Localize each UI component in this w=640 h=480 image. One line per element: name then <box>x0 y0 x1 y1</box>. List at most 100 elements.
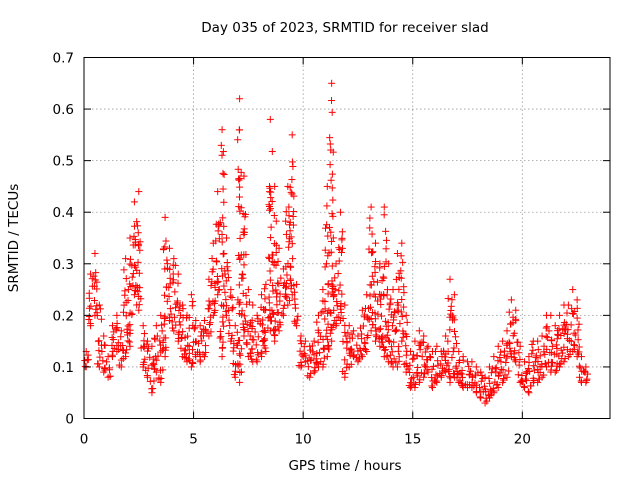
data-point <box>494 357 502 365</box>
data-point <box>240 251 248 259</box>
data-point <box>282 230 290 238</box>
data-point <box>459 373 467 381</box>
data-point <box>582 378 590 386</box>
data-point <box>262 347 270 355</box>
data-point <box>393 363 401 371</box>
data-point <box>286 235 294 243</box>
data-point <box>323 353 331 361</box>
data-point <box>556 363 564 371</box>
data-point <box>94 360 102 368</box>
data-point <box>269 310 277 318</box>
data-point <box>181 354 189 362</box>
data-point <box>274 257 282 265</box>
data-point <box>155 375 163 383</box>
data-point <box>236 351 244 359</box>
data-point <box>224 306 232 314</box>
data-point <box>288 131 296 139</box>
data-point <box>536 352 544 360</box>
data-point <box>306 373 314 381</box>
data-point <box>573 304 581 312</box>
data-point <box>313 318 321 326</box>
data-point <box>331 286 339 294</box>
data-point <box>268 147 276 155</box>
data-point <box>516 342 524 350</box>
data-point <box>265 201 273 209</box>
data-point <box>87 302 95 310</box>
data-point <box>286 227 294 235</box>
data-point <box>283 271 291 279</box>
data-point <box>185 324 193 332</box>
data-point <box>296 347 304 355</box>
data-point <box>113 319 121 327</box>
data-point <box>167 310 175 318</box>
data-point <box>310 337 318 345</box>
data-point <box>423 344 431 352</box>
data-point <box>380 274 388 282</box>
data-point <box>450 291 458 299</box>
data-point <box>500 347 508 355</box>
data-point <box>397 308 405 316</box>
data-point <box>185 313 193 321</box>
data-point <box>499 378 507 386</box>
data-point <box>225 329 233 337</box>
data-point <box>150 361 158 369</box>
data-point <box>221 270 229 278</box>
data-point <box>240 225 248 233</box>
data-point <box>150 377 158 385</box>
data-point <box>287 188 295 196</box>
data-point <box>274 309 282 317</box>
data-point <box>337 300 345 308</box>
data-point <box>414 372 422 380</box>
data-point <box>542 363 550 371</box>
data-point <box>122 275 130 283</box>
data-point <box>448 354 456 362</box>
data-point <box>117 342 125 350</box>
data-point <box>329 148 337 156</box>
data-point <box>564 353 572 361</box>
data-point <box>328 79 336 87</box>
data-point <box>272 261 280 269</box>
data-point <box>388 322 396 330</box>
data-point <box>499 337 507 345</box>
data-point <box>150 334 158 342</box>
data-point <box>421 348 429 356</box>
data-point <box>403 318 411 326</box>
data-point <box>233 341 241 349</box>
data-point <box>279 304 287 312</box>
data-point <box>261 285 269 293</box>
data-point <box>582 363 590 371</box>
data-point <box>573 314 581 322</box>
data-point <box>390 313 398 321</box>
data-point <box>130 291 138 299</box>
data-point <box>481 399 489 407</box>
data-point <box>564 301 572 309</box>
data-point <box>497 348 505 356</box>
data-point <box>413 352 421 360</box>
data-point <box>218 353 226 361</box>
data-point <box>563 346 571 354</box>
data-point <box>356 346 364 354</box>
data-point <box>260 342 268 350</box>
data-point <box>393 249 401 257</box>
data-point <box>234 362 242 370</box>
data-point <box>339 314 347 322</box>
data-point <box>390 355 398 363</box>
data-point <box>261 295 269 303</box>
data-point <box>386 301 394 309</box>
data-point <box>300 350 308 358</box>
data-point <box>126 255 134 263</box>
data-point <box>371 324 379 332</box>
data-point <box>310 368 318 376</box>
data-point <box>379 273 387 281</box>
data-point <box>314 326 322 334</box>
data-point <box>515 349 523 357</box>
data-point <box>402 311 410 319</box>
data-point <box>136 284 144 292</box>
data-point <box>285 243 293 251</box>
data-point <box>122 346 130 354</box>
data-point <box>442 332 450 340</box>
data-point <box>437 360 445 368</box>
data-point <box>254 315 262 323</box>
data-point <box>257 303 265 311</box>
data-point <box>136 238 144 246</box>
